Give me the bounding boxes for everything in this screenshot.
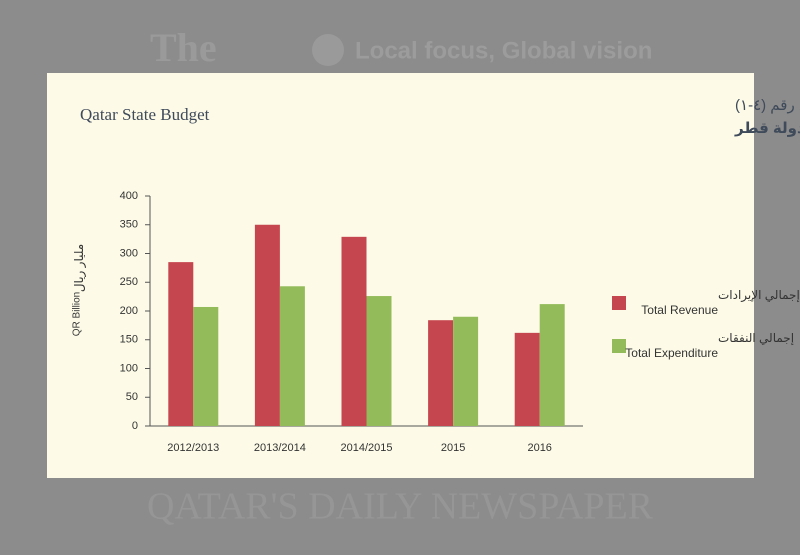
legend-label: Total Revenue xyxy=(641,303,718,317)
legend-label: Total Expenditure xyxy=(625,346,718,360)
y-axis-label: QR Billion xyxy=(72,292,83,336)
y-axis-label-ar: مليار ريال xyxy=(72,244,87,292)
watermark: Local focus, Global vision xyxy=(355,37,652,64)
bar xyxy=(193,306,219,426)
y-tick-label: 50 xyxy=(126,391,138,403)
chart-title: Qatar State Budget xyxy=(80,105,210,124)
bar xyxy=(168,262,194,426)
legend-swatch xyxy=(612,339,626,353)
bar xyxy=(279,286,305,426)
y-tick-label: 250 xyxy=(120,276,138,288)
bar xyxy=(366,296,392,426)
x-tick-label: 2014/2015 xyxy=(341,442,393,454)
y-tick-label: 400 xyxy=(120,190,138,202)
legend-label-ar: إجمالي الإيرادات xyxy=(718,288,800,303)
x-tick-label: 2015 xyxy=(441,442,465,454)
y-tick-label: 350 xyxy=(120,219,138,231)
bar xyxy=(254,224,280,426)
y-tick-label: 100 xyxy=(120,362,138,374)
y-tick-label: 300 xyxy=(120,247,138,259)
legend-label-ar: إجمالي النفقات xyxy=(718,331,794,345)
bar xyxy=(514,332,540,426)
watermark: The xyxy=(150,25,217,70)
y-tick-label: 0 xyxy=(132,420,138,432)
watermark: QATAR'S DAILY NEWSPAPER xyxy=(147,486,654,528)
legend-swatch xyxy=(612,296,626,310)
watermark-icon xyxy=(312,34,344,66)
bar xyxy=(453,316,479,426)
x-tick-label: 2016 xyxy=(527,442,551,454)
chart-card xyxy=(47,73,754,478)
chart-title-ar: الموازنة العامة الفعلية لدولة قطر xyxy=(734,120,800,137)
bar xyxy=(539,304,565,426)
chart-title-ar: شكل رقم (٤-١) xyxy=(735,97,800,114)
x-tick-label: 2012/2013 xyxy=(167,442,219,454)
y-tick-label: 150 xyxy=(120,334,138,346)
bar xyxy=(341,236,367,426)
y-tick-label: 200 xyxy=(120,305,138,317)
x-tick-label: 2013/2014 xyxy=(254,442,306,454)
bar xyxy=(428,320,454,426)
